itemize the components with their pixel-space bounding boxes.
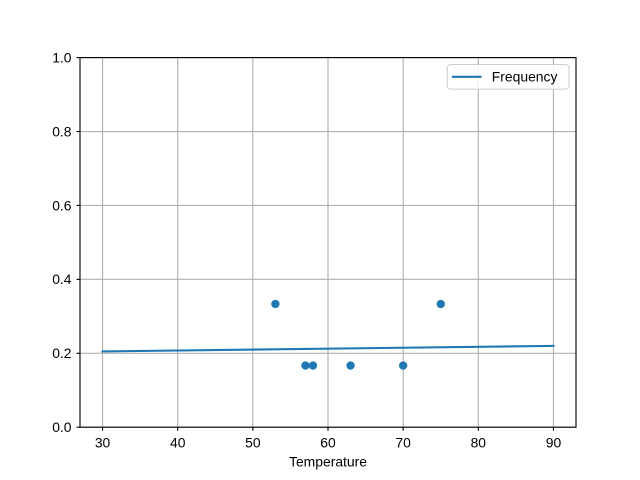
svg-text:60: 60 bbox=[320, 435, 336, 451]
svg-text:50: 50 bbox=[245, 435, 261, 451]
svg-text:90: 90 bbox=[546, 435, 562, 451]
svg-text:0.2: 0.2 bbox=[52, 345, 72, 361]
svg-text:70: 70 bbox=[395, 435, 411, 451]
svg-text:0.6: 0.6 bbox=[52, 197, 72, 213]
svg-text:80: 80 bbox=[471, 435, 487, 451]
svg-text:0.4: 0.4 bbox=[52, 271, 72, 287]
svg-text:1.0: 1.0 bbox=[52, 49, 72, 65]
svg-text:30: 30 bbox=[95, 435, 111, 451]
svg-text:0.8: 0.8 bbox=[52, 123, 72, 139]
svg-text:0.0: 0.0 bbox=[52, 419, 72, 435]
svg-text:40: 40 bbox=[170, 435, 186, 451]
svg-text:Temperature: Temperature bbox=[289, 454, 367, 470]
svg-text:Frequency: Frequency bbox=[492, 69, 558, 85]
